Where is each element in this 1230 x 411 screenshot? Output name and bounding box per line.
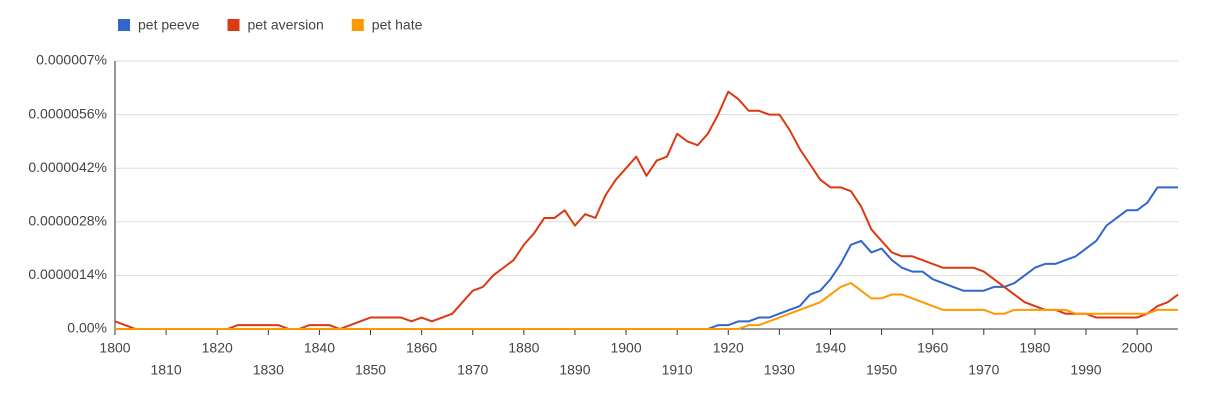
x-tick-label: 1850 — [355, 362, 386, 378]
x-tick-label: 1840 — [304, 340, 335, 356]
x-tick-label: 1950 — [866, 362, 897, 378]
y-tick-label: 0.000007% — [36, 52, 107, 68]
x-tick-label: 1940 — [815, 340, 846, 356]
x-tick-label: 1990 — [1070, 362, 1101, 378]
x-tick-label: 1960 — [917, 340, 948, 356]
y-tick-label: 0.00% — [67, 320, 107, 336]
legend-label: pet hate — [372, 17, 423, 33]
y-tick-label: 0.0000056% — [28, 105, 107, 121]
y-tick-label: 0.0000042% — [28, 159, 107, 175]
x-tick-label: 1900 — [610, 340, 641, 356]
legend-label: pet peeve — [138, 17, 200, 33]
x-tick-label: 1800 — [99, 340, 130, 356]
x-tick-label: 1910 — [662, 362, 693, 378]
y-tick-label: 0.0000028% — [28, 213, 107, 229]
x-tick-label: 1920 — [713, 340, 744, 356]
legend-label: pet aversion — [248, 17, 324, 33]
series-line — [115, 186, 1178, 330]
legend-swatch — [351, 19, 364, 31]
x-tick-label: 1880 — [508, 340, 539, 356]
x-tick-label: 1820 — [202, 340, 233, 356]
x-tick-label: 1930 — [764, 362, 795, 378]
x-tick-label: 1890 — [559, 362, 590, 378]
x-tick-label: 1870 — [457, 362, 488, 378]
x-tick-label: 1810 — [151, 362, 182, 378]
x-tick-label: 1830 — [253, 362, 284, 378]
legend-swatch — [118, 19, 130, 31]
x-tick-label: 1980 — [1019, 340, 1050, 356]
x-tick-label: 2000 — [1122, 340, 1153, 356]
legend-swatch — [227, 19, 240, 31]
series-line — [114, 90, 1179, 330]
series-line — [115, 282, 1178, 330]
y-tick-label: 0.0000014% — [28, 266, 107, 282]
x-tick-label: 1860 — [406, 340, 437, 356]
x-tick-label: 1970 — [968, 362, 999, 378]
